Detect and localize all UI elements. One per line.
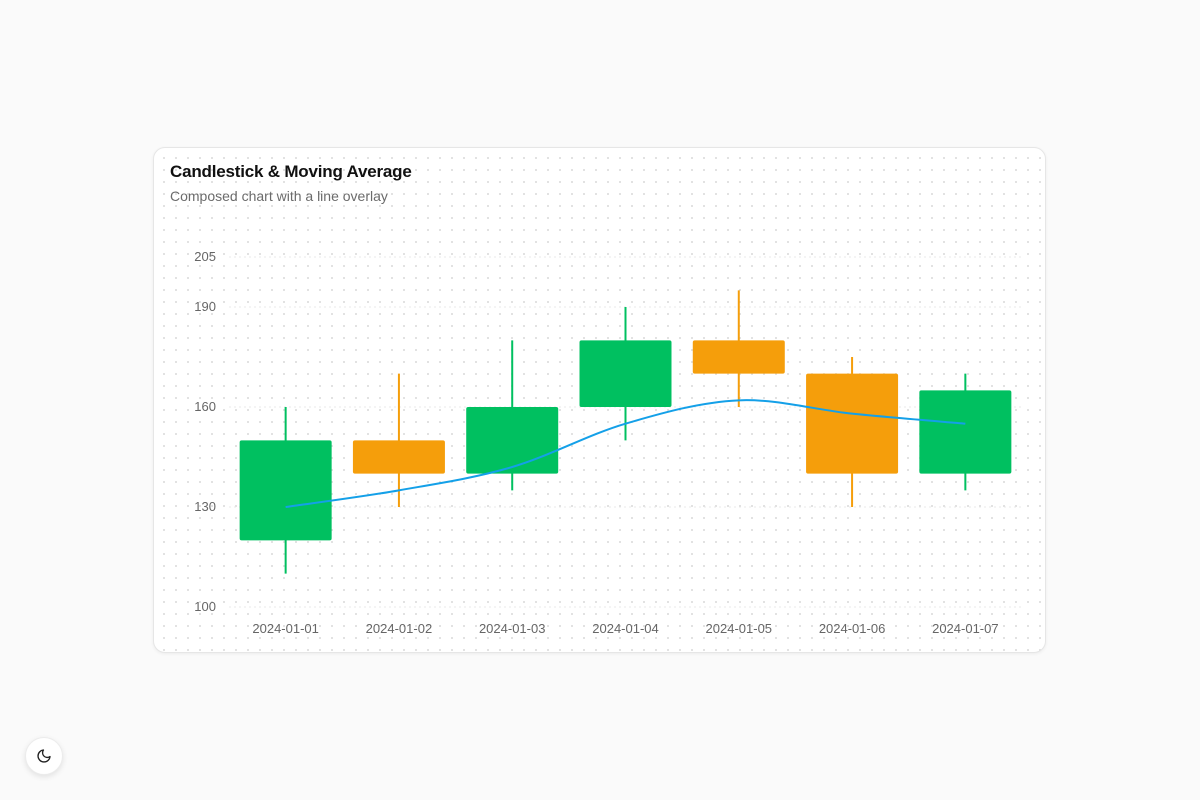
theme-toggle-button[interactable]: [25, 737, 63, 775]
candle-body-down: [352, 440, 445, 474]
x-tick-label: 2024-01-04: [592, 621, 659, 636]
x-tick-label: 2024-01-06: [819, 621, 886, 636]
chart-title: Candlestick & Moving Average: [170, 162, 412, 181]
candle-body-up: [466, 407, 559, 474]
x-tick-label: 2024-01-01: [252, 621, 319, 636]
candle-body-up: [919, 390, 1012, 474]
chart-card: Candlestick & Moving Average Composed ch…: [153, 147, 1046, 653]
x-tick-label: 2024-01-02: [366, 621, 433, 636]
y-tick-label: 130: [194, 499, 216, 514]
y-tick-label: 190: [194, 299, 216, 314]
moon-icon: [37, 749, 51, 763]
y-tick-label: 160: [194, 399, 216, 414]
moving-average-line: [285, 399, 966, 508]
y-tick-label: 205: [194, 249, 216, 264]
x-tick-label: 2024-01-05: [706, 621, 773, 636]
y-tick-label: 100: [194, 599, 216, 614]
chart-subtitle: Composed chart with a line overlay: [170, 188, 388, 204]
candle-body-up: [239, 440, 332, 541]
candlestick-chart: 100 130 160 190 205 2024-01-01 2024-01-02 2024-…: [194, 249, 1022, 636]
x-tick-label: 2024-01-03: [479, 621, 546, 636]
candle-body-up: [579, 340, 672, 407]
candle-body-down: [692, 340, 785, 374]
candle-body-down: [806, 373, 899, 474]
x-tick-label: 2024-01-07: [932, 621, 999, 636]
